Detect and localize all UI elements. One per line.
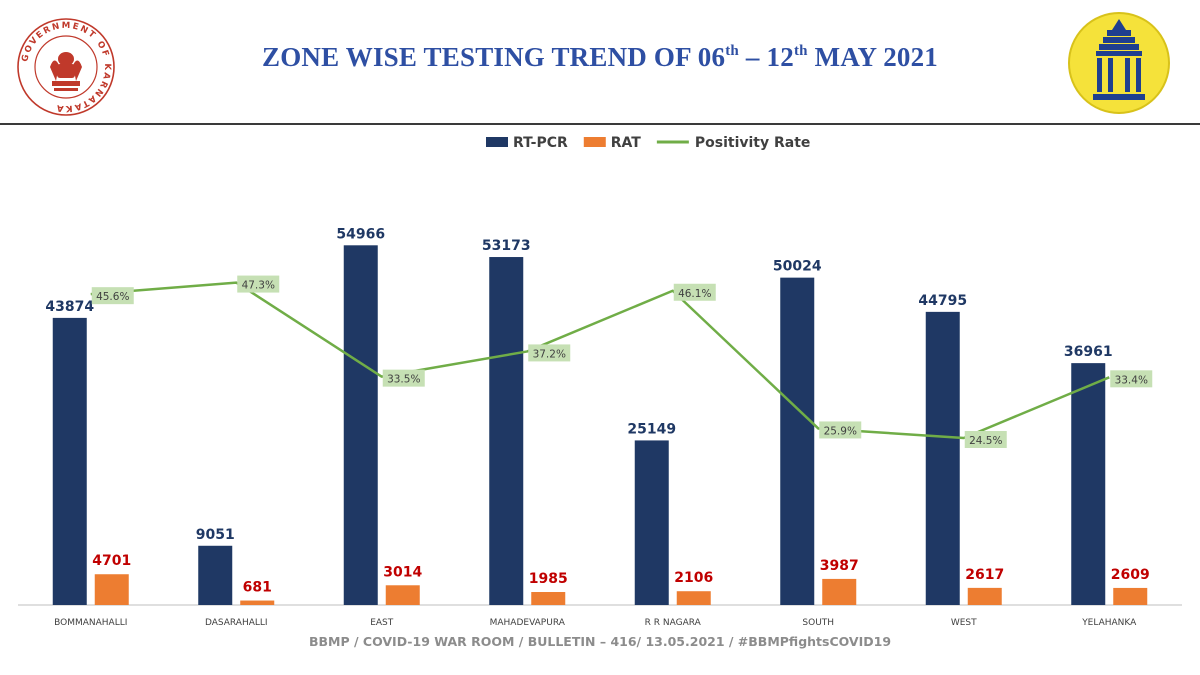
data-label-rt-pcr-yelahanka: 36961 — [1064, 344, 1113, 360]
data-label-positivity-dasarahalli: 47.3% — [242, 280, 275, 292]
data-label-rat-r-r-nagara: 2106 — [674, 570, 713, 586]
positivity-label-bg-r-r-nagara — [673, 283, 716, 301]
data-label-positivity-r-r-nagara: 46.1% — [678, 288, 711, 300]
bar-rt-pcr-bommanahalli — [52, 317, 87, 605]
data-label-rt-pcr-east: 54966 — [336, 226, 385, 242]
bar-rt-pcr-east — [343, 245, 378, 605]
bar-rt-pcr-yelahanka — [1071, 363, 1106, 605]
data-label-rt-pcr-south: 50024 — [773, 259, 822, 275]
data-label-rat-south: 3987 — [820, 558, 859, 574]
bar-rat-south — [822, 578, 857, 605]
positivity-label-bg-yelahanka — [1110, 370, 1153, 388]
bar-rat-r-r-nagara — [676, 591, 711, 605]
positivity-label-bg-bommanahalli — [91, 287, 134, 305]
data-label-positivity-bommanahalli: 45.6% — [96, 291, 129, 303]
footer-text: BBMP / COVID-19 WAR ROOM / BULLETIN – 41… — [308, 634, 892, 649]
x-tick-label-south: SOUTH — [802, 618, 834, 628]
bar-rt-pcr-dasarahalli — [198, 545, 233, 605]
data-label-rat-east: 3014 — [383, 564, 422, 580]
data-label-positivity-yelahanka: 33.4% — [1115, 374, 1148, 386]
data-label-rat-mahadevapura: 1985 — [529, 571, 568, 587]
legend-label-rt-pcr: RT-PCR — [513, 135, 568, 151]
data-label-rt-pcr-west: 44795 — [918, 293, 967, 309]
page-title: ZONE WISE TESTING TREND OF 06th – 12th M… — [261, 42, 938, 72]
header: GOVERNMENT OF KARNATAKA ZONE WISE TESTIN… — [0, 0, 1200, 122]
data-label-rat-west: 2617 — [965, 567, 1004, 583]
x-tick-label-bommanahalli: BOMMANAHALLI — [54, 618, 127, 628]
bar-rat-dasarahalli — [240, 600, 275, 605]
header-divider — [0, 123, 1200, 125]
data-label-positivity-east: 33.5% — [387, 374, 420, 386]
bar-rt-pcr-mahadevapura — [489, 257, 524, 605]
bbmp-emblem-icon — [1068, 12, 1170, 114]
data-label-rat-dasarahalli: 681 — [243, 580, 272, 596]
legend-label-rat: RAT — [611, 135, 642, 151]
data-label-rt-pcr-r-r-nagara: 25149 — [627, 421, 676, 437]
x-tick-label-yelahanka: YELAHANKA — [1081, 618, 1137, 628]
data-label-rat-yelahanka: 2609 — [1111, 567, 1150, 583]
x-tick-label-r-r-nagara: R R NAGARA — [645, 618, 702, 628]
bar-rt-pcr-south — [780, 277, 815, 605]
positivity-label-bg-mahadevapura — [528, 344, 571, 362]
data-label-rt-pcr-dasarahalli: 9051 — [196, 527, 235, 543]
data-label-positivity-west: 24.5% — [969, 435, 1002, 447]
zone-testing-chart: RT-PCR RAT Positivity Rate 43874 4701 BOMMAN… — [18, 135, 1182, 628]
legend: RT-PCR RAT Positivity Rate — [486, 135, 810, 151]
legend-swatch-rt-pcr — [486, 137, 508, 147]
legend-label-positivity-rate: Positivity Rate — [695, 135, 811, 151]
bar-rat-west — [967, 587, 1002, 605]
bar-rat-yelahanka — [1113, 587, 1148, 605]
bar-rat-bommanahalli — [94, 574, 129, 605]
bar-rt-pcr-west — [925, 311, 960, 605]
data-label-rat-bommanahalli: 4701 — [92, 553, 131, 569]
x-tick-label-mahadevapura: MAHADEVAPURA — [490, 618, 566, 628]
data-label-rt-pcr-mahadevapura: 53173 — [482, 238, 531, 254]
series-line-positivity-rate — [90, 281, 1110, 440]
data-label-rt-pcr-bommanahalli: 43874 — [45, 299, 94, 315]
data-label-positivity-mahadevapura: 37.2% — [533, 348, 566, 360]
x-tick-label-west: WEST — [951, 618, 977, 628]
positivity-label-bg-east — [382, 369, 425, 387]
legend-swatch-rat — [583, 137, 606, 147]
government-of-karnataka-seal-icon: GOVERNMENT OF KARNATAKA — [17, 18, 115, 116]
x-tick-label-east: EAST — [370, 618, 394, 628]
positivity-label-bg-south — [819, 421, 862, 439]
positivity-label-bg-dasarahalli — [237, 275, 280, 293]
bar-rt-pcr-r-r-nagara — [634, 440, 669, 605]
x-tick-label-dasarahalli: DASARAHALLI — [205, 618, 268, 628]
bar-rat-mahadevapura — [531, 592, 566, 605]
data-label-positivity-south: 25.9% — [824, 425, 857, 437]
bar-rat-east — [385, 585, 420, 605]
positivity-label-bg-west — [964, 430, 1007, 448]
